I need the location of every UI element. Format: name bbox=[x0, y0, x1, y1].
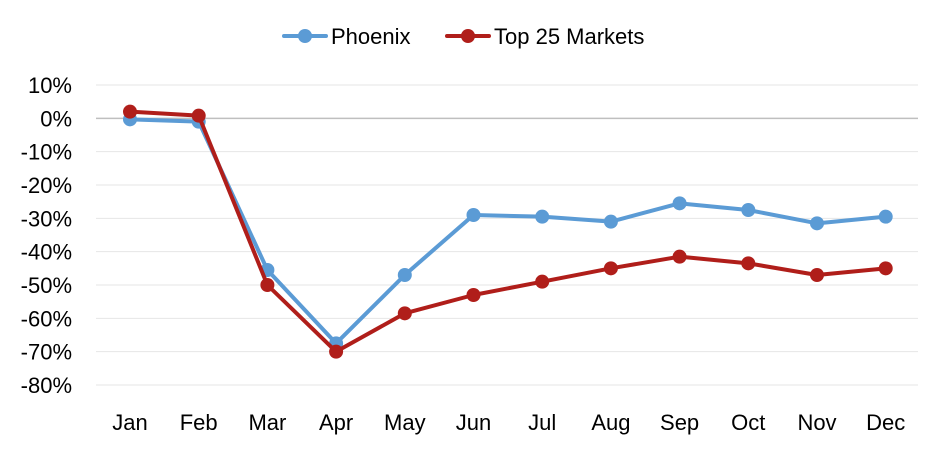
y-tick-label: -40% bbox=[21, 240, 72, 265]
x-tick-label: Feb bbox=[180, 410, 218, 435]
x-tick-label: Jun bbox=[456, 410, 491, 435]
series-2 bbox=[123, 104, 893, 359]
x-axis-ticks: Jan Feb Mar Apr May Jun Jul Aug Sep Oct Nov Dec bbox=[112, 410, 905, 435]
data-point bbox=[878, 261, 893, 276]
series-layer bbox=[123, 104, 893, 359]
data-point bbox=[810, 268, 824, 282]
data-point bbox=[741, 203, 756, 217]
y-tick-label: 0% bbox=[40, 106, 72, 131]
series-line bbox=[128, 109, 888, 354]
data-point bbox=[466, 208, 481, 222]
y-tick-label: -30% bbox=[21, 206, 72, 231]
data-point bbox=[741, 256, 756, 271]
x-tick-label: Nov bbox=[797, 410, 836, 435]
x-tick-label: Jul bbox=[528, 410, 556, 435]
y-tick-label: -70% bbox=[21, 340, 72, 365]
legend-marker bbox=[298, 29, 312, 43]
data-point bbox=[535, 274, 550, 289]
data-point bbox=[329, 344, 344, 359]
y-tick-label: -60% bbox=[21, 306, 72, 331]
x-tick-label: Aug bbox=[591, 410, 630, 435]
x-tick-label: Jan bbox=[112, 410, 147, 435]
legend-item: Top 25 Markets bbox=[445, 24, 644, 49]
legend-marker bbox=[461, 29, 475, 43]
legend-item: Phoenix bbox=[282, 24, 411, 49]
x-tick-label: Apr bbox=[319, 410, 353, 435]
x-tick-label: Sep bbox=[660, 410, 699, 435]
legend: Phoenix Top 25 Markets bbox=[282, 24, 644, 49]
gridlines bbox=[96, 84, 918, 386]
series-1 bbox=[123, 112, 893, 351]
legend-label: Top 25 Markets bbox=[494, 24, 644, 49]
data-point bbox=[672, 196, 687, 211]
series-line bbox=[128, 117, 888, 346]
y-tick-label: -80% bbox=[21, 373, 72, 398]
data-point bbox=[810, 216, 824, 231]
x-tick-label: Mar bbox=[248, 410, 286, 435]
data-point bbox=[672, 249, 687, 264]
y-tick-label: -50% bbox=[21, 273, 72, 298]
data-point bbox=[191, 108, 206, 123]
x-tick-label: Oct bbox=[731, 410, 765, 435]
data-point bbox=[123, 104, 137, 119]
data-point bbox=[466, 288, 481, 302]
x-tick-label: Dec bbox=[866, 410, 905, 435]
data-point bbox=[397, 268, 412, 282]
data-point bbox=[535, 209, 550, 224]
legend-label: Phoenix bbox=[331, 24, 411, 49]
data-point bbox=[603, 261, 618, 276]
data-point bbox=[603, 214, 618, 229]
data-point bbox=[260, 278, 275, 292]
data-point bbox=[397, 306, 412, 321]
y-axis-ticks: 10% 0% -10% -20% -30% -40% -50% -60% -70% -80% bbox=[21, 73, 72, 398]
y-tick-label: -10% bbox=[21, 140, 72, 165]
y-tick-label: -20% bbox=[21, 173, 72, 198]
x-tick-label: May bbox=[384, 410, 426, 435]
y-tick-label: 10% bbox=[28, 73, 72, 98]
data-point bbox=[878, 209, 893, 224]
